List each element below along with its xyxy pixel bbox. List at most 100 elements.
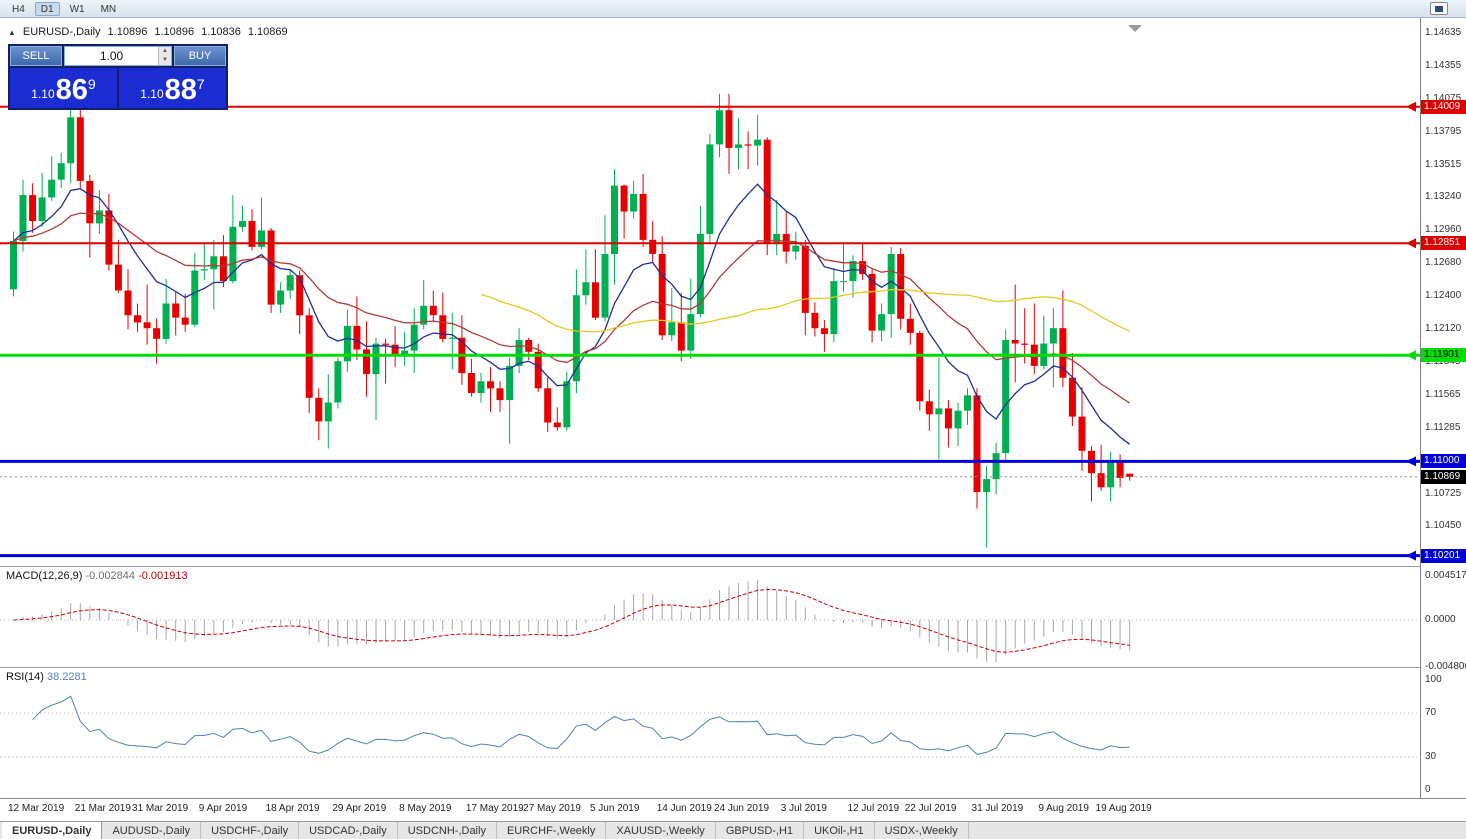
ohlc-readout: ▲ EURUSD-,Daily 1.10896 1.10896 1.10836 … — [8, 26, 288, 38]
chart-tab[interactable]: AUDUSD-,Daily — [102, 822, 202, 839]
chart-tab[interactable]: XAUUSD-,Weekly — [606, 822, 716, 839]
price-tick-label: 1.13240 — [1425, 191, 1462, 203]
date-label: 22 Jul 2019 — [904, 803, 957, 814]
timeframe-button-h4[interactable]: H4 — [12, 3, 25, 15]
timeframe-button-w1[interactable]: W1 — [69, 3, 85, 15]
macd-axis-label: 0.004517 — [1425, 569, 1466, 581]
chart-tab[interactable]: UKOil-,H1 — [804, 822, 875, 839]
one-click-collapse-icon[interactable]: ▲ — [8, 27, 16, 37]
rsi-axis-label: 70 — [1425, 707, 1437, 718]
chart-window-button[interactable] — [1430, 2, 1448, 15]
moving-average-lines — [13, 183, 1131, 445]
price-tick-label: 1.13515 — [1425, 158, 1462, 170]
date-label: 19 Aug 2019 — [1095, 803, 1152, 814]
rsi-value: 38.2281 — [46, 671, 87, 683]
panel-separators — [0, 566, 1420, 668]
low-value: 1.10836 — [201, 26, 241, 38]
main-chart-svg — [0, 25, 1420, 758]
price-tick-label: 1.12400 — [1425, 290, 1462, 302]
timeframe-button-mn[interactable]: MN — [100, 3, 117, 15]
close-value: 1.10869 — [247, 26, 288, 38]
timeframe-button-d1[interactable]: D1 — [34, 1, 60, 16]
volume-down-icon[interactable]: ▼ — [159, 56, 171, 65]
buy-price-sup: 7 — [196, 76, 205, 92]
date-label: 3 Jul 2019 — [780, 803, 827, 814]
date-label: 8 May 2019 — [399, 803, 452, 814]
date-label: 12 Jul 2019 — [847, 803, 900, 814]
chart-tab[interactable]: USDCHF-,Daily — [201, 822, 300, 839]
sell-price-big: 86 — [55, 74, 88, 106]
date-label: 27 May 2019 — [523, 803, 581, 814]
macd-histogram — [22, 579, 1131, 663]
date-label: 18 Apr 2019 — [265, 803, 320, 814]
chart-tab[interactable]: USDCNH-,Daily — [398, 822, 497, 839]
date-label: 31 Mar 2019 — [132, 803, 189, 814]
chart-tab[interactable]: USDCAD-,Daily — [299, 822, 398, 839]
price-axis: 1.14635 1.14355 1.14075 1.13795 1.13515 1.132… — [1420, 18, 1466, 798]
chart-tab[interactable]: GBPUSD-,H1 — [716, 822, 805, 839]
sell-button[interactable]: SELL — [10, 46, 62, 66]
timeframe-buttons: H4 D1 W1 MN — [6, 1, 122, 16]
horizontal-level-lines[interactable] — [0, 101, 1420, 561]
sell-price-button[interactable]: 1.10 86 9 — [10, 68, 117, 108]
chart-shift-marker-icon — [1128, 25, 1142, 32]
price-level-badge: 1.14009 — [1421, 99, 1466, 114]
macd-title: MACD(12,26,9) — [6, 570, 83, 582]
date-label: 9 Apr 2019 — [198, 803, 248, 814]
buy-price-big: 88 — [164, 74, 197, 106]
chart-tab[interactable]: USDX-,Weekly — [875, 822, 969, 839]
chart-toolbar: H4 D1 W1 MN — [0, 0, 1466, 18]
chart-tab[interactable]: EURCHF-,Weekly — [497, 822, 607, 839]
date-label: 21 Mar 2019 — [74, 803, 131, 814]
time-axis[interactable]: 12 Mar 2019 21 Mar 2019 31 Mar 2019 9 Apr 2… — [0, 798, 1466, 821]
macd-main-value: -0.002844 — [85, 570, 136, 582]
date-label: 12 Mar 2019 — [8, 803, 65, 814]
price-tick-label: 1.14355 — [1425, 59, 1462, 71]
price-tick-label: 1.10725 — [1425, 487, 1462, 499]
macd-signal-value: -0.001913 — [138, 570, 188, 582]
date-label: 17 May 2019 — [465, 803, 524, 814]
current-price-badge: 1.10869 — [1421, 469, 1466, 484]
rsi-label: RSI(14) 38.2281 — [6, 671, 87, 683]
macd-label: MACD(12,26,9) -0.002844 -0.001913 — [6, 570, 188, 582]
date-label: 31 Jul 2019 — [971, 803, 1024, 814]
rsi-axis-label: 0 — [1425, 784, 1431, 795]
sell-price-sup: 9 — [87, 76, 96, 92]
price-tick-label: 1.12120 — [1425, 323, 1462, 335]
volume-input[interactable]: 1.00 ▲ ▼ — [64, 46, 172, 66]
date-label: 29 Apr 2019 — [332, 803, 387, 814]
rsi-line — [32, 695, 1130, 755]
buy-price-button[interactable]: 1.10 88 7 — [119, 68, 226, 108]
macd-signal-line — [13, 588, 1130, 653]
price-tick-label: 1.11565 — [1425, 388, 1461, 400]
price-tick-label: 1.12680 — [1425, 257, 1462, 269]
macd-axis-label: 0.0000 — [1425, 614, 1456, 625]
price-level-badge: 1.11000 — [1421, 454, 1466, 469]
price-tick-label: 1.14075 — [1425, 92, 1462, 104]
price-tick-label: 1.13795 — [1425, 125, 1462, 137]
price-level-badge: 1.12851 — [1421, 236, 1466, 251]
chart-tab[interactable]: EURUSD-,Daily — [2, 822, 103, 839]
buy-button[interactable]: BUY — [174, 46, 226, 66]
volume-spinner[interactable]: ▲ ▼ — [158, 47, 171, 65]
high-value: 1.10896 — [154, 26, 195, 38]
sell-price-prefix: 1.10 — [31, 87, 55, 101]
volume-up-icon[interactable]: ▲ — [159, 47, 171, 56]
date-label: 24 Jun 2019 — [713, 803, 770, 814]
price-tick-label: 1.11285 — [1425, 421, 1461, 433]
indicator-level-lines — [0, 619, 1420, 758]
one-click-trading-panel: SELL 1.00 ▲ ▼ BUY 1.10 86 9 1.10 88 7 — [8, 44, 228, 110]
date-label: 9 Aug 2019 — [1038, 803, 1089, 814]
chart-region[interactable]: ▲ EURUSD-,Daily 1.10896 1.10896 1.10836 … — [0, 18, 1466, 798]
volume-value: 1.00 — [99, 49, 124, 63]
symbol-label: EURUSD-,Daily — [22, 26, 101, 38]
rsi-axis-label: 30 — [1425, 751, 1437, 762]
macd-axis-label: -0.004806 — [1425, 661, 1466, 673]
candles — [10, 93, 1134, 548]
open-value: 1.10896 — [107, 26, 148, 38]
price-level-badge: 1.10201 — [1421, 548, 1466, 563]
rsi-axis-label: 100 — [1425, 674, 1442, 685]
chart-tab-bar: EURUSD-,Daily AUDUSD-,Daily USDCHF-,Daily U… — [0, 821, 1466, 839]
price-level-badge: 1.11901 — [1421, 348, 1466, 363]
